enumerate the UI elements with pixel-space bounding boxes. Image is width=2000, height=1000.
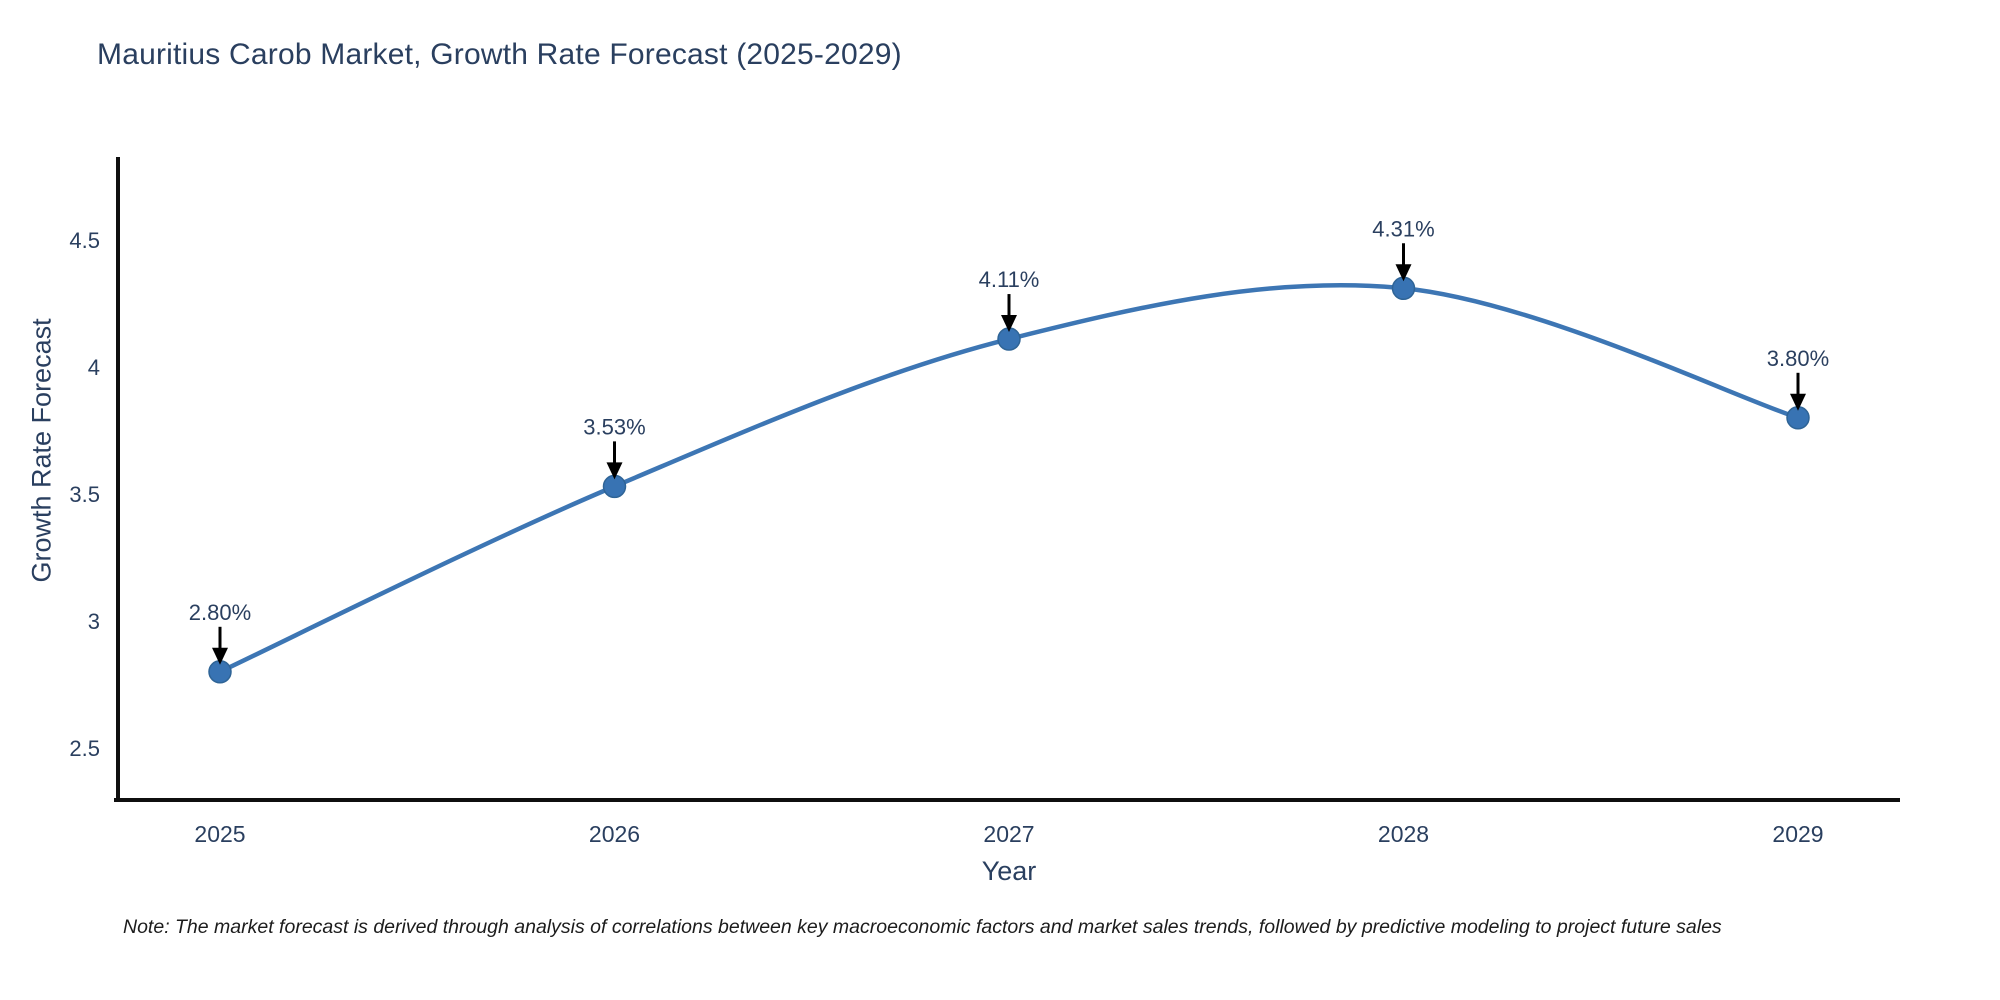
y-tick-label: 4 [88,355,100,380]
x-tick-label: 2027 [983,821,1034,847]
x-tick-label: 2029 [1772,821,1823,847]
annotation-arrowhead [1790,393,1806,411]
data-point-label: 3.80% [1767,346,1829,371]
x-tick-label: 2026 [589,821,640,847]
x-tick-label: 2028 [1378,821,1429,847]
data-point-label: 4.11% [979,267,1040,292]
footnote: Note: The market forecast is derived thr… [123,916,1722,938]
annotation-arrowhead [1395,264,1412,282]
chart-title: Mauritius Carob Market, Growth Rate Fore… [97,38,902,71]
annotation-arrowhead [606,462,623,480]
data-point-label: 3.53% [583,414,645,439]
data-point-label: 2.80% [189,600,251,625]
y-tick-label: 2.5 [69,736,100,761]
x-tick-label: 2025 [194,821,245,847]
x-axis-title: Year [981,856,1037,886]
annotation-arrowhead [1001,315,1017,333]
y-tick-label: 3.5 [69,482,100,507]
y-tick-label: 4.5 [69,228,100,253]
annotation-arrowhead [212,647,228,665]
data-point-label: 4.31% [1372,216,1434,241]
y-axis-title: Growth Rate Forecast [26,318,57,583]
y-tick-label: 3 [88,609,100,634]
